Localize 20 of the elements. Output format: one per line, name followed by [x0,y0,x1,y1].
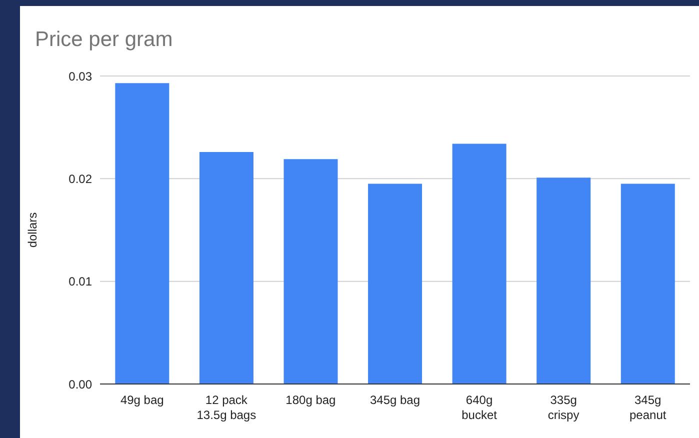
bar [620,184,675,384]
x-tick-label: 180g bag [286,393,336,407]
x-tick-label: 345g bag [370,393,420,407]
bar [199,152,254,384]
bar [368,184,422,384]
bar [536,178,591,384]
y-tick-label: 0.00 [68,377,92,392]
bar [452,144,506,384]
x-tick-label: 640g bucket [462,393,498,422]
x-tick-label: 335g crispy [548,393,580,422]
bar [115,83,170,384]
y-tick-label: 0.03 [68,69,92,84]
y-tick-label: 0.02 [68,172,92,186]
x-tick-label: 49g bag [120,393,164,407]
y-tick-label: 0.01 [68,274,92,289]
y-axis-title: dollars [25,212,40,248]
x-tick-label: 12 pack 13.5g bags [196,393,256,422]
bar [284,159,338,384]
x-tick-label: 345g peanut [630,393,667,422]
chart-title: Price per gram [35,28,173,52]
